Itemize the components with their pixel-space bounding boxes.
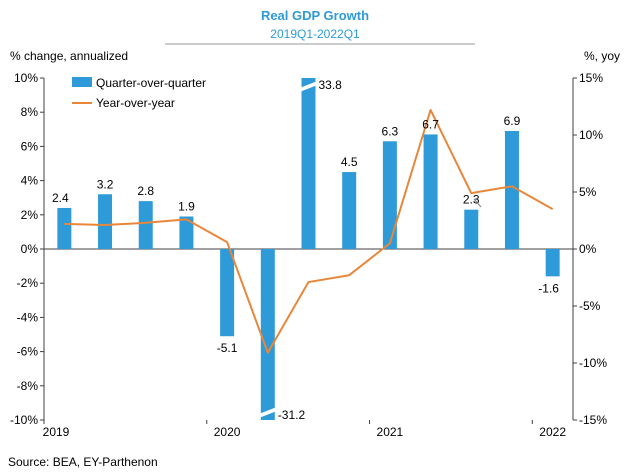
bars-layer	[57, 78, 560, 420]
bar-label-2021Q3: 2.3	[463, 193, 480, 207]
source-note: Source: BEA, EY-Parthenon	[8, 455, 158, 469]
bar-2021Q4	[504, 131, 519, 249]
left-tick-label: 2%	[21, 208, 39, 222]
left-tick-label: -10%	[10, 413, 38, 427]
bar-2021Q3	[464, 209, 479, 249]
bar-label-2019Q4: 1.9	[178, 200, 195, 214]
bar-label-2020Q4: 4.5	[341, 155, 358, 169]
right-tick-label: -15%	[579, 413, 607, 427]
bar-label-2022Q1: -1.6	[538, 281, 559, 295]
bar-2019Q1	[57, 207, 72, 249]
bar-2019Q3	[138, 201, 153, 249]
left-tick-label: 10%	[14, 71, 38, 85]
left-tick-label: -6%	[17, 345, 39, 359]
bar-label-2020Q2: -31.2	[278, 408, 306, 422]
right-tick-label: 0%	[579, 242, 597, 256]
x-year-label: 2019	[43, 425, 70, 439]
bar-label-2020Q3: 33.8	[319, 78, 343, 92]
bar-2021Q1	[382, 141, 397, 249]
right-tick-label: 10%	[579, 128, 603, 142]
chart-subtitle: 2019Q1-2022Q1	[270, 27, 360, 41]
right-tick-label: 5%	[579, 185, 597, 199]
bar-2020Q3	[301, 78, 316, 249]
right-tick-label: -10%	[579, 356, 607, 370]
left-tick-label: -2%	[17, 276, 39, 290]
bar-2020Q4	[342, 172, 357, 249]
left-tick-label: 6%	[21, 139, 39, 153]
bar-label-2021Q2: 6.7	[422, 117, 439, 131]
x-year-label: 2020	[214, 425, 241, 439]
x-year-label: 2022	[539, 425, 566, 439]
bar-2020Q2	[260, 249, 275, 420]
left-tick-label: -8%	[17, 379, 39, 393]
left-tick-label: 4%	[21, 174, 39, 188]
bar-label-2021Q4: 6.9	[504, 114, 521, 128]
bar-break-mark	[258, 407, 277, 418]
right-tick-label: -5%	[579, 299, 601, 313]
left-tick-label: 8%	[21, 105, 39, 119]
bar-label-2020Q1: -5.1	[217, 341, 238, 355]
axes-layer: 10% 8% 6% 4% 2% 0% -2% -4% -6% -8% -10% 15% 10% 5% 0% -…	[10, 71, 607, 439]
legend-label-quarter-over-quarter: Quarter-over-quarter	[96, 76, 206, 90]
bar-label-2019Q3: 2.8	[137, 184, 154, 198]
chart-title: Real GDP Growth	[261, 8, 369, 23]
bar-2019Q2	[98, 194, 113, 249]
x-year-label: 2021	[377, 425, 404, 439]
legend-label-year-over-year: Year-over-year	[96, 96, 175, 110]
bar-2021Q2	[423, 134, 438, 249]
right-axis-title: %, yoy	[584, 49, 620, 63]
bar-2019Q4	[179, 216, 194, 249]
left-tick-label: -4%	[17, 310, 39, 324]
left-axis-title: % change, annualized	[10, 49, 128, 63]
bar-label-2019Q1: 2.4	[52, 191, 69, 205]
bar-break-mark	[299, 81, 318, 92]
data-labels-layer: 2.4 3.2 2.8 1.9 -5.1 -31.2 33.8 4.5 6.3 6.7 2.3 6.9…	[52, 78, 559, 422]
bar-label-2019Q2: 3.2	[97, 177, 114, 191]
leader-line	[473, 198, 482, 208]
left-tick-label: 0%	[21, 242, 39, 256]
legend: Quarter-over-quarter Year-over-year	[72, 76, 206, 110]
bar-label-2021Q1: 6.3	[382, 124, 399, 138]
line-layer	[64, 108, 554, 354]
bar-2022Q1	[545, 249, 560, 277]
right-tick-label: 15%	[579, 71, 603, 85]
legend-swatch-quarter-over-quarter	[72, 77, 92, 87]
bar-2020Q1	[220, 249, 235, 337]
